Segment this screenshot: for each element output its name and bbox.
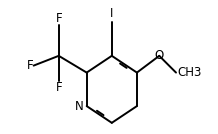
Text: F: F [55, 81, 62, 94]
Text: N: N [75, 100, 84, 113]
Text: F: F [27, 59, 34, 72]
Text: F: F [55, 12, 62, 25]
Text: I: I [110, 7, 114, 20]
Text: O: O [155, 49, 164, 62]
Text: CH3: CH3 [177, 66, 202, 79]
